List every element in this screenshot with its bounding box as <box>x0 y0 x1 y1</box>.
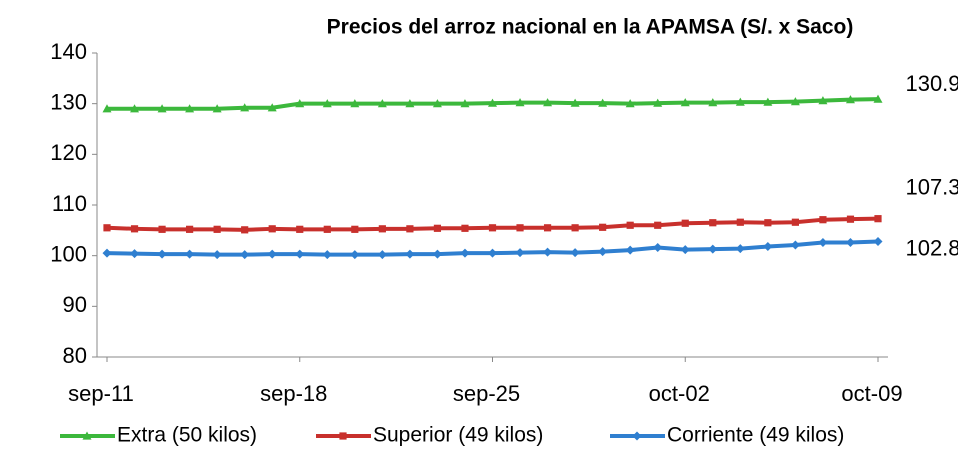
point <box>598 247 607 256</box>
point <box>736 244 745 253</box>
point <box>626 246 635 255</box>
point <box>295 250 304 259</box>
point <box>379 225 386 232</box>
point <box>434 225 441 232</box>
point <box>516 248 525 257</box>
point <box>763 242 772 251</box>
point <box>708 245 717 254</box>
legend-marker <box>339 432 346 439</box>
point <box>516 224 523 231</box>
point <box>874 215 881 222</box>
chart-title: Precios del arroz nacional en la APAMSA … <box>327 16 854 39</box>
legend-marker <box>633 432 642 441</box>
point <box>324 226 331 233</box>
point <box>791 241 800 250</box>
y-tick-label: 80 <box>63 343 87 368</box>
point <box>214 226 221 233</box>
x-tick-label: oct-09 <box>841 381 902 406</box>
y-tick-label: 100 <box>50 241 87 266</box>
y-tick-label: 130 <box>50 89 87 114</box>
legend-label: Superior (49 kilos) <box>373 424 543 447</box>
legend-label: Corriente (49 kilos) <box>667 424 844 447</box>
point <box>378 250 387 259</box>
data-label: 130.9 <box>905 71 958 96</box>
point <box>351 226 358 233</box>
y-tick-label: 90 <box>63 292 87 317</box>
point <box>764 219 771 226</box>
point <box>103 224 110 231</box>
chart: Precios del arroz nacional en la APAMSA … <box>0 0 958 450</box>
point <box>296 226 303 233</box>
x-tick-label: sep-11 <box>68 381 134 406</box>
point <box>654 222 661 229</box>
point <box>488 249 497 258</box>
point <box>599 224 606 231</box>
point <box>240 250 249 259</box>
point <box>571 248 580 257</box>
point <box>130 249 139 258</box>
point <box>460 249 469 258</box>
point <box>186 226 193 233</box>
point <box>792 219 799 226</box>
point <box>627 222 634 229</box>
point <box>461 225 468 232</box>
y-tick-label: 110 <box>52 191 87 216</box>
point <box>543 248 552 257</box>
point <box>819 216 826 223</box>
point <box>818 238 827 247</box>
point <box>653 243 662 252</box>
point <box>131 225 138 232</box>
point <box>874 237 883 246</box>
data-label: 102.8 <box>905 235 958 260</box>
point <box>213 250 222 259</box>
point <box>241 226 248 233</box>
point <box>350 250 359 259</box>
y-tick-label: 140 <box>50 39 87 64</box>
point <box>489 224 496 231</box>
point <box>185 250 194 259</box>
x-tick-label: sep-18 <box>260 381 327 406</box>
point <box>572 224 579 231</box>
point <box>709 219 716 226</box>
data-label: 107.3 <box>905 174 958 199</box>
point <box>405 250 414 259</box>
point <box>269 225 276 232</box>
point <box>433 250 442 259</box>
point <box>268 250 277 259</box>
point <box>681 245 690 254</box>
point <box>158 250 167 259</box>
point <box>847 216 854 223</box>
x-tick-label: oct-02 <box>649 381 710 406</box>
point <box>158 226 165 233</box>
point <box>544 224 551 231</box>
point <box>406 225 413 232</box>
y-tick-label: 120 <box>50 140 87 165</box>
point <box>737 219 744 226</box>
x-tick-label: sep-25 <box>453 381 520 406</box>
legend-label: Extra (50 kilos) <box>117 424 257 447</box>
point <box>682 220 689 227</box>
point <box>846 238 855 247</box>
point <box>323 250 332 259</box>
point <box>103 249 112 258</box>
